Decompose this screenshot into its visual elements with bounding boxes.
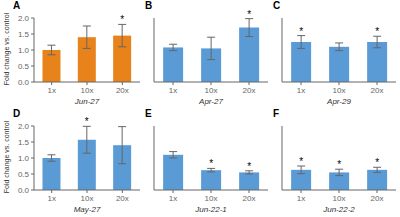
html-text:Jun-27: Jun-27 <box>74 97 100 106</box>
svg-text:Fold change vs. control: Fold change vs. control <box>8 120 11 193</box>
html-text:May-27: May-27 <box>73 205 101 214</box>
svg-text:1x: 1x <box>297 86 305 95</box>
svg-text:*: * <box>375 26 379 37</box>
html-text:C: C <box>273 0 281 11</box>
svg-text:20x: 20x <box>243 86 256 95</box>
html-text:Apr-29: Apr-29 <box>327 97 351 106</box>
svg-text:*: * <box>209 158 213 169</box>
svg-text:*: * <box>120 14 124 25</box>
svg-text:1.0: 1.0 <box>18 46 30 55</box>
svg-text:*: * <box>247 161 251 172</box>
svg-text:20x: 20x <box>371 194 384 203</box>
svg-text:0.0: 0.0 <box>18 186 30 195</box>
svg-text:*: * <box>299 156 303 167</box>
html-text:D: D <box>13 108 21 119</box>
html-text:Jun-22-1: Jun-22-1 <box>195 205 227 214</box>
svg-text:10x: 10x <box>205 86 218 95</box>
html-text:E: E <box>145 108 152 119</box>
svg-text:10x: 10x <box>333 194 346 203</box>
html-text:A: A <box>13 0 21 11</box>
svg-text:1x: 1x <box>47 194 55 203</box>
svg-text:*: * <box>337 159 341 170</box>
svg-text:1x: 1x <box>169 86 177 95</box>
svg-text:*: * <box>247 9 251 20</box>
svg-text:1x: 1x <box>47 86 55 95</box>
svg-text:Fold change vs. control: Fold change vs. control <box>8 12 11 85</box>
svg-text:1x: 1x <box>297 194 305 203</box>
svg-text:0.5: 0.5 <box>18 62 30 71</box>
svg-text:*: * <box>375 157 379 168</box>
svg-text:20x: 20x <box>116 86 129 95</box>
html-text:Jun-22-2: Jun-22-2 <box>323 205 355 214</box>
svg-text:0.5: 0.5 <box>18 170 30 179</box>
svg-text:1.5: 1.5 <box>18 30 30 39</box>
html-text:F: F <box>273 108 280 119</box>
svg-text:20x: 20x <box>116 194 129 203</box>
html-text:B: B <box>145 0 153 11</box>
html-text:Apr-27: Apr-27 <box>199 97 223 106</box>
svg-text:*: * <box>85 116 89 127</box>
svg-text:20x: 20x <box>371 86 384 95</box>
svg-text:10x: 10x <box>81 86 94 95</box>
svg-text:20x: 20x <box>243 194 256 203</box>
svg-text:10x: 10x <box>205 194 218 203</box>
svg-text:0.0: 0.0 <box>18 78 30 87</box>
svg-text:*: * <box>299 26 303 37</box>
svg-text:1.0: 1.0 <box>18 154 30 163</box>
svg-text:1x: 1x <box>169 194 177 203</box>
svg-text:2.0: 2.0 <box>18 122 30 131</box>
svg-text:1.5: 1.5 <box>18 138 30 147</box>
svg-text:10x: 10x <box>333 86 346 95</box>
svg-text:2.0: 2.0 <box>18 14 30 23</box>
svg-text:10x: 10x <box>81 194 94 203</box>
